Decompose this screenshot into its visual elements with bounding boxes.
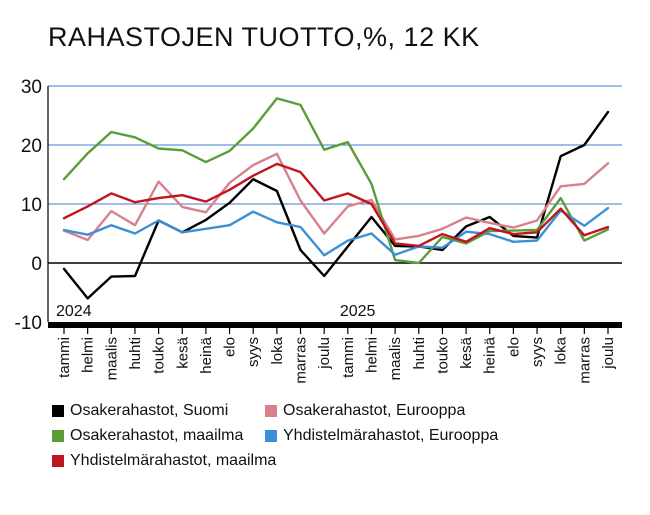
gridlines: [47, 85, 622, 322]
x-tick-label: joulu: [316, 337, 333, 370]
x-tick-label: syys: [529, 337, 546, 367]
legend-item: Osakerahastot, maailma: [52, 427, 243, 445]
legend-swatch: [52, 455, 64, 467]
series-line-4: [62, 206, 610, 257]
legend-label: Osakerahastot, Suomi: [70, 402, 229, 419]
x-tick-label: helmi: [363, 337, 380, 373]
legend-label: Yhdistelmärahastot, Eurooppa: [283, 427, 499, 444]
x-tick-label: maalis: [387, 337, 404, 380]
y-tick-label: 30: [21, 77, 42, 98]
legend-label: Osakerahastot, maailma: [70, 427, 244, 444]
x-tick-label: touko: [151, 337, 168, 374]
x-tick-label: heinä: [482, 336, 499, 373]
legend-swatch: [265, 430, 277, 442]
y-axis-ticks: 0 10 20 30 -10: [15, 77, 42, 334]
x-tick-label: marras: [293, 337, 310, 384]
year-label: 2025: [340, 303, 376, 320]
x-tick-label: loka: [553, 336, 570, 364]
x-tick-label: huhti: [411, 337, 428, 370]
x-tick-label: maalis: [103, 337, 120, 380]
x-tick-label: elo: [222, 337, 239, 357]
legend-swatch: [265, 405, 277, 417]
x-tick-label: helmi: [80, 337, 97, 373]
y-tick-label: 0: [31, 254, 42, 275]
series-line-2: [62, 152, 610, 242]
legend-swatch: [52, 405, 64, 417]
chart-title: RAHASTOJEN TUOTTO,%, 12 KK: [48, 22, 480, 52]
y-tick-label: 20: [21, 136, 42, 157]
legend-label: Osakerahastot, Eurooppa: [283, 402, 466, 419]
y-tick-label: 10: [21, 195, 42, 216]
series-line-1: [62, 110, 610, 300]
legend-label: Yhdistelmärahastot, maailma: [70, 452, 277, 469]
series-line-5: [62, 162, 610, 248]
x-tick-label: joulu: [600, 337, 617, 370]
series-lines: [62, 97, 610, 300]
y-tick-label: -10: [15, 313, 42, 334]
x-tick-label: elo: [505, 337, 522, 357]
series-line-3: [62, 97, 610, 265]
legend-item: Yhdistelmärahastot, maailma: [52, 452, 276, 470]
x-tick-label: kesä: [458, 336, 475, 368]
x-tick-label: huhti: [127, 337, 144, 370]
x-axis: tammi helmi maalis huhti touko kesä heinä elo sy…: [48, 303, 622, 384]
x-tick-label: touko: [434, 337, 451, 374]
x-tick-label: loka: [269, 336, 286, 364]
line-chart: 0 10 20 30 -10 tammi helmi maalis huhti touko kes…: [15, 77, 622, 384]
x-tick-label: tammi: [56, 337, 73, 378]
x-tick-label: marras: [576, 337, 593, 384]
year-label: 2024: [56, 303, 92, 320]
legend-item: Osakerahastot, Suomi: [52, 402, 228, 420]
legend-item: Yhdistelmärahastot, Eurooppa: [265, 427, 498, 445]
x-axis-bar: [48, 322, 622, 328]
legend-item: Osakerahastot, Eurooppa: [265, 402, 465, 420]
x-tick-label: heinä: [198, 336, 215, 373]
x-tick-label: kesä: [174, 336, 191, 368]
legend-swatch: [52, 430, 64, 442]
x-tick-label: syys: [245, 337, 262, 367]
x-tick-label: tammi: [340, 337, 357, 378]
